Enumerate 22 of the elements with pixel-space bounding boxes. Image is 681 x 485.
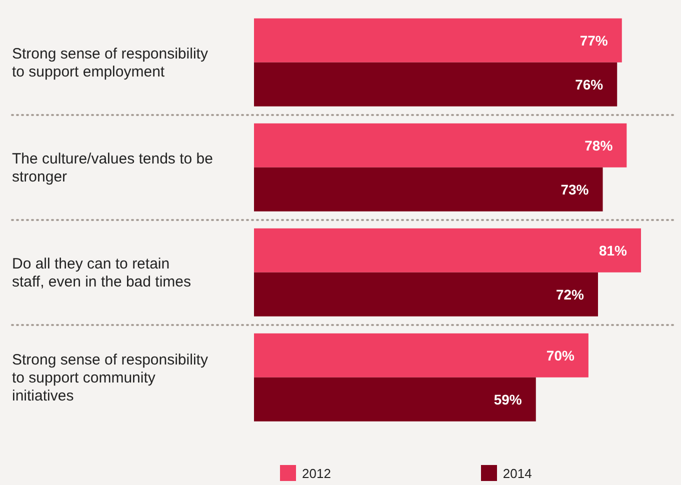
y-tick-label: Strong sense of responsibility to support employment [12, 46, 208, 80]
bar [254, 272, 598, 316]
bar [254, 228, 641, 272]
data-label: 76% [575, 76, 604, 92]
bar [254, 123, 627, 168]
data-label: 73% [560, 181, 590, 198]
data-label: 78% [584, 137, 614, 154]
data-label: 70% [546, 347, 575, 364]
data-label: 77% [580, 32, 608, 48]
legend-label: 2014 [502, 466, 532, 480]
bar [254, 167, 603, 212]
y-tick-label: Strong sense of responsibility to support community initiatives [12, 352, 208, 404]
data-label: 59% [494, 391, 522, 408]
y-tick-label: Do all they can to retain staff, even in the bad times [12, 256, 191, 290]
data-label: 72% [556, 286, 585, 302]
legend-label: 2012 [302, 466, 331, 480]
bar [254, 377, 536, 422]
bar [254, 18, 622, 62]
y-tick-label: The culture/values tends to be stronger [12, 150, 213, 186]
bar [254, 62, 618, 106]
data-label: 81% [598, 242, 628, 258]
bar [254, 333, 588, 378]
